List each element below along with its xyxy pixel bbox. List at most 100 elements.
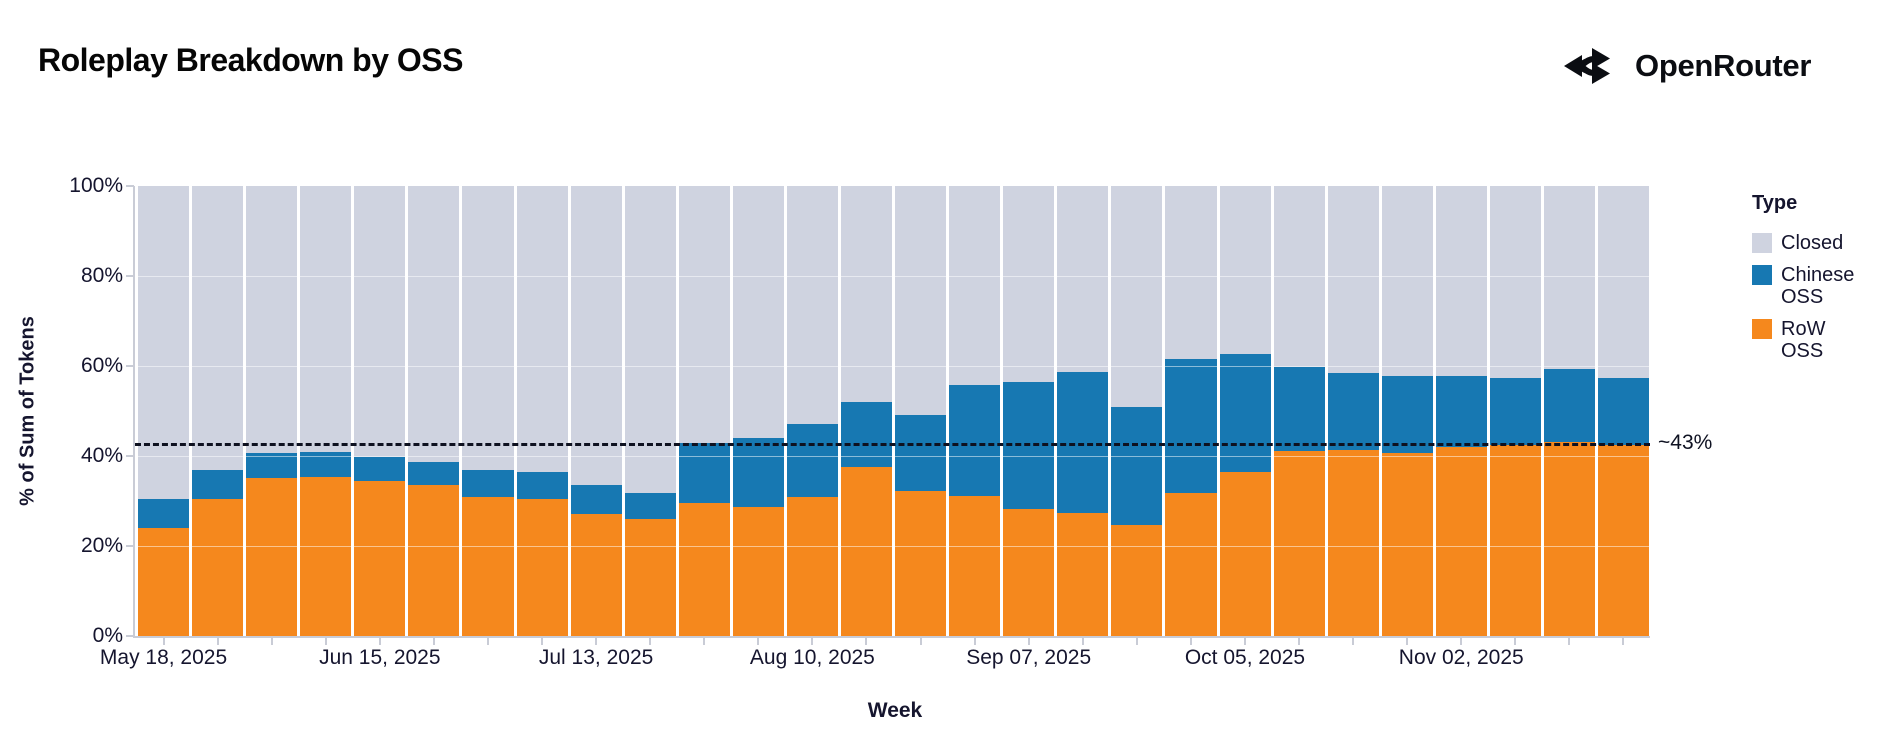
segment-chinese-oss <box>1435 375 1487 448</box>
x-tick-mark-18 <box>1135 638 1138 645</box>
segment-closed <box>841 186 893 402</box>
x-tick-mark-11 <box>757 638 760 645</box>
y-tick-mark-80 <box>126 275 134 277</box>
segment-chinese-oss <box>1489 378 1542 446</box>
bar-oct-05-2025 <box>1219 186 1271 636</box>
bar-jun-15-2025 <box>354 186 406 636</box>
segment-closed <box>624 186 676 494</box>
x-tick-label-sep-07-2025: Sep 07, 2025 <box>966 646 1092 669</box>
segment-chinese-oss <box>895 415 947 491</box>
x-tick-mark-21 <box>1298 638 1301 645</box>
bar-aug-03-2025 <box>732 186 784 636</box>
segment-row-oss <box>1327 450 1379 636</box>
segment-row-oss <box>949 495 1001 636</box>
plot-area <box>135 186 1650 636</box>
segment-closed <box>1598 186 1650 379</box>
segment-row-oss <box>1165 492 1217 636</box>
segment-chinese-oss <box>138 498 190 528</box>
brand-name: OpenRouter <box>1635 48 1812 83</box>
segment-closed <box>138 186 190 499</box>
segment-chinese-oss <box>1598 378 1650 446</box>
segment-row-oss <box>516 498 568 636</box>
segment-closed <box>354 186 406 458</box>
segment-closed <box>732 186 784 439</box>
segment-chinese-oss <box>624 493 676 519</box>
gridline-20 <box>135 546 1650 547</box>
segment-closed <box>192 186 244 471</box>
segment-row-oss <box>1057 512 1109 636</box>
bar-nov-23-2025 <box>1598 186 1650 636</box>
segment-row-oss <box>1598 445 1650 636</box>
bar-jun-01-2025 <box>246 186 298 636</box>
bar-sep-21-2025 <box>1111 186 1163 636</box>
y-tick-mark-60 <box>126 365 134 367</box>
y-tick-label-80: 80% <box>80 264 123 287</box>
segment-closed <box>246 186 298 453</box>
segment-closed <box>1435 186 1487 376</box>
segment-chinese-oss <box>1165 358 1217 493</box>
bar-aug-10-2025 <box>786 186 839 636</box>
segment-closed <box>678 186 730 444</box>
segment-row-oss <box>408 485 460 636</box>
segment-chinese-oss <box>1544 369 1596 443</box>
segment-closed <box>570 186 622 485</box>
chart-title: Roleplay Breakdown by OSS <box>38 42 463 78</box>
segment-row-oss <box>786 496 839 636</box>
bar-jun-29-2025 <box>462 186 514 636</box>
segment-chinese-oss <box>732 438 784 508</box>
y-tick-mark-20 <box>126 545 134 547</box>
bar-aug-31-2025 <box>949 186 1001 636</box>
segment-closed <box>516 186 568 473</box>
segment-chinese-oss <box>786 424 839 497</box>
segment-chinese-oss <box>949 384 1001 496</box>
segment-chinese-oss <box>570 484 622 515</box>
segment-closed <box>408 186 460 462</box>
segment-chinese-oss <box>678 443 730 503</box>
y-axis-line <box>133 186 135 638</box>
segment-row-oss <box>1544 442 1596 636</box>
bar-jun-22-2025 <box>408 186 460 636</box>
segment-chinese-oss <box>1381 375 1433 453</box>
segment-row-oss <box>192 498 244 636</box>
y-tick-mark-40 <box>126 455 134 457</box>
y-tick-label-0: 0% <box>92 624 123 647</box>
legend-item-row-oss: RoW OSS <box>1752 318 1873 362</box>
y-tick-label-20: 20% <box>80 534 123 557</box>
segment-chinese-oss <box>408 461 460 486</box>
x-tick-mark-6 <box>486 638 489 645</box>
segment-chinese-oss <box>192 470 244 499</box>
legend-title: Type <box>1752 192 1798 214</box>
bar-aug-24-2025 <box>895 186 947 636</box>
legend-item-chinese-oss: Chinese OSS <box>1752 264 1873 308</box>
x-tick-mark-3 <box>324 638 327 645</box>
segment-row-oss <box>895 490 947 636</box>
gridline-60 <box>135 366 1650 367</box>
x-tick-mark-26 <box>1568 638 1571 645</box>
bar-aug-17-2025 <box>841 186 893 636</box>
segment-row-oss <box>1219 471 1271 636</box>
bar-nov-02-2025 <box>1435 186 1487 636</box>
y-tick-label-40: 40% <box>80 444 123 467</box>
y-tick-mark-100 <box>126 185 134 187</box>
segment-closed <box>300 186 352 452</box>
legend-swatch-chinese-oss <box>1752 265 1772 285</box>
x-tick-label-oct-05-2025: Oct 05, 2025 <box>1184 646 1306 669</box>
segment-row-oss <box>1003 508 1055 636</box>
segment-chinese-oss <box>354 457 406 482</box>
segment-closed <box>1003 186 1055 382</box>
segment-chinese-oss <box>1273 367 1325 452</box>
legend-label: Chinese OSS <box>1781 264 1855 308</box>
x-tick-mark-20 <box>1243 638 1246 645</box>
x-tick-mark-22 <box>1352 638 1355 645</box>
bar-jul-20-2025 <box>624 186 676 636</box>
x-tick-mark-8 <box>595 638 598 645</box>
x-tick-mark-19 <box>1189 638 1192 645</box>
bar-jun-08-2025 <box>300 186 352 636</box>
segment-closed <box>1327 186 1379 374</box>
legend-items: Closed Chinese OSS RoW OSS <box>1752 232 1873 362</box>
segment-closed <box>1219 186 1271 354</box>
segment-closed <box>949 186 1001 385</box>
x-tick-mark-2 <box>270 638 273 645</box>
segment-row-oss <box>1435 447 1487 636</box>
